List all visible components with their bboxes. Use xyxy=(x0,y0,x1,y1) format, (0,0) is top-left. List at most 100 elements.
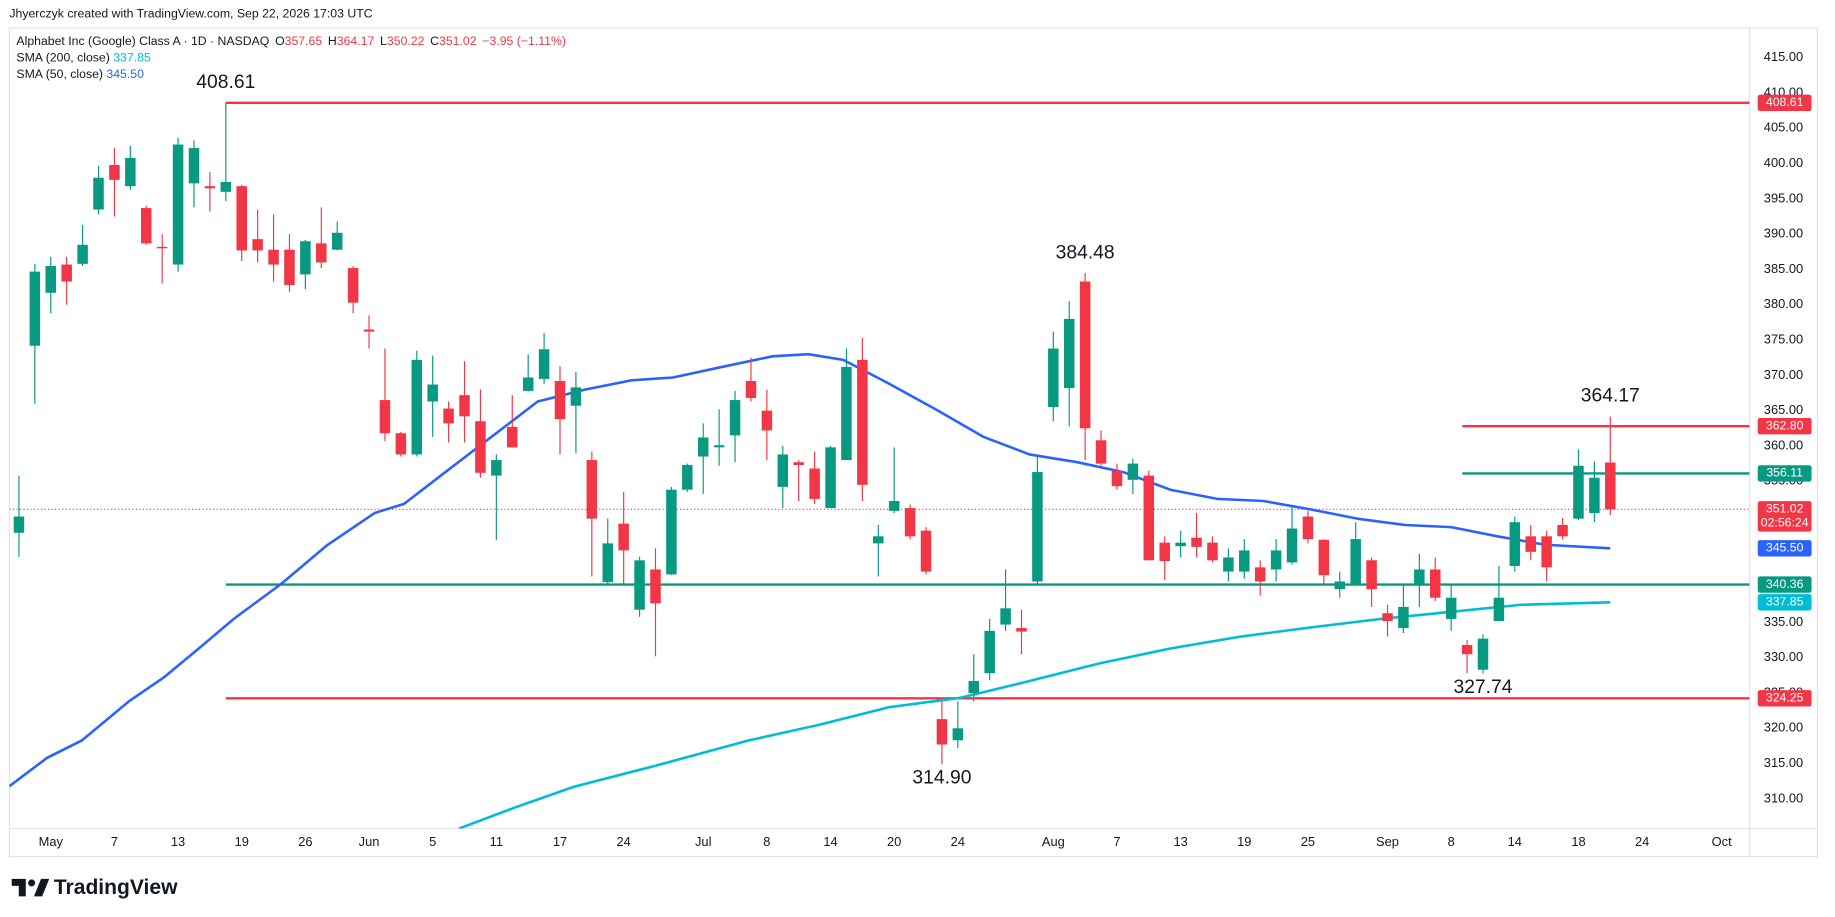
symbol: Alphabet Inc (Google) Class A · 1D · NAS… xyxy=(16,34,269,48)
candle-body xyxy=(1509,522,1521,566)
candle-body xyxy=(1063,318,1075,389)
candle-body xyxy=(1207,542,1218,561)
legend-value: 345.50 xyxy=(106,67,144,81)
candle-body xyxy=(1159,542,1170,562)
candle-body xyxy=(570,387,582,406)
candle-body xyxy=(522,377,534,391)
ohlc-key: C xyxy=(430,34,439,48)
price-box-label: 408.61 xyxy=(1766,95,1804,109)
x-tick-label: 5 xyxy=(429,834,436,849)
candle-body xyxy=(491,460,502,476)
y-tick-label: 370.00 xyxy=(1764,367,1803,382)
candle-body xyxy=(13,516,25,533)
candle-body xyxy=(379,400,391,434)
candle-body xyxy=(761,410,773,431)
candle-body xyxy=(984,630,995,674)
candle-body xyxy=(873,536,884,544)
ohlc-value: 357.65 xyxy=(285,34,323,48)
x-tick-label: 8 xyxy=(1448,834,1455,849)
candle-body xyxy=(252,239,263,251)
y-tick-label: 330.00 xyxy=(1764,649,1803,664)
candle-body xyxy=(538,349,550,379)
candle-body xyxy=(1414,569,1425,584)
candle-body xyxy=(316,243,327,263)
logo: TradingView xyxy=(11,876,178,899)
candle-body xyxy=(904,508,916,537)
ohlc-value: 364.17 xyxy=(337,34,375,48)
candle-body xyxy=(825,447,836,509)
candle-body xyxy=(745,381,757,398)
annotation: 364.17 xyxy=(1581,386,1640,407)
price-box-label: 345.50 xyxy=(1766,541,1804,555)
price-box xyxy=(1757,594,1812,611)
x-tick-label: 7 xyxy=(1113,834,1120,849)
candle-body xyxy=(1079,281,1091,429)
candle-body xyxy=(1461,645,1473,655)
candle-body xyxy=(968,681,980,694)
candle-body xyxy=(713,445,725,448)
candle-body xyxy=(666,489,677,575)
price-box-label: 324.25 xyxy=(1766,691,1804,705)
candle-body xyxy=(682,465,693,490)
ohlc-value: 350.22 xyxy=(387,34,425,48)
price-box xyxy=(1757,690,1812,707)
x-tick-label: 14 xyxy=(823,834,837,849)
candle-body xyxy=(61,264,72,282)
candle-body xyxy=(1557,525,1568,537)
legend-name: SMA (50, close) xyxy=(16,67,103,81)
candle-body xyxy=(1398,606,1409,629)
legend-entry: SMA (50, close) 345.50 xyxy=(16,67,144,81)
y-tick-label: 415.00 xyxy=(1764,49,1803,64)
legend-entry: SMA (200, close) 337.85 xyxy=(16,51,151,65)
candle-body xyxy=(1445,597,1457,619)
x-tick-label: 14 xyxy=(1508,834,1522,849)
candle-body xyxy=(125,157,136,187)
candle-body xyxy=(602,543,613,583)
x-tick-label: 13 xyxy=(171,834,185,849)
candle-body xyxy=(1302,516,1314,540)
y-tick-label: 390.00 xyxy=(1764,226,1803,241)
candle-body xyxy=(236,186,247,251)
candle-body xyxy=(697,437,709,457)
candle-body xyxy=(140,208,152,244)
y-tick-label: 335.00 xyxy=(1764,614,1803,629)
candle-body xyxy=(1525,536,1536,552)
candle-body xyxy=(300,241,311,275)
candle-body xyxy=(1095,440,1107,464)
candle-body xyxy=(1382,613,1393,622)
x-tick-label: Jul xyxy=(695,834,711,849)
candle-body xyxy=(1286,528,1298,563)
candle-body xyxy=(77,244,88,264)
logo-icon xyxy=(28,879,36,887)
y-tick-label: 400.00 xyxy=(1764,155,1803,170)
price-box xyxy=(1757,417,1812,435)
price-box xyxy=(1757,465,1812,482)
candle-body xyxy=(93,177,104,210)
chart-frame xyxy=(8,27,1818,858)
candle-body xyxy=(554,381,566,420)
price-box-label: 356.11 xyxy=(1766,466,1803,480)
candle-body xyxy=(1589,477,1600,514)
price-box-label: 340.36 xyxy=(1766,577,1804,591)
symbol-legend: Alphabet Inc (Google) Class A · 1D · NAS… xyxy=(16,34,566,48)
ohlc-value: 351.02 xyxy=(439,34,477,48)
candle-body xyxy=(427,384,438,402)
y-tick-label: 395.00 xyxy=(1764,190,1803,205)
credit: Jhyerczyk created with TradingView.com, … xyxy=(9,6,372,20)
candle-body xyxy=(172,144,184,265)
candle-body xyxy=(888,501,900,511)
y-tick-label: 365.00 xyxy=(1764,402,1803,417)
x-tick-label: 24 xyxy=(617,834,631,849)
candle-body xyxy=(809,468,820,499)
candle-body xyxy=(952,728,964,741)
price-box-label: 337.85 xyxy=(1766,595,1804,609)
x-tick-label: Aug xyxy=(1042,834,1065,849)
candle-body xyxy=(1254,567,1266,582)
candle-body xyxy=(777,454,789,487)
candle-body xyxy=(1239,550,1250,572)
x-tick-label: 24 xyxy=(951,834,965,849)
candle-body xyxy=(284,249,295,286)
x-tick-label: 11 xyxy=(490,834,503,849)
y-tick-label: 405.00 xyxy=(1764,120,1803,135)
candle-body xyxy=(634,560,645,610)
